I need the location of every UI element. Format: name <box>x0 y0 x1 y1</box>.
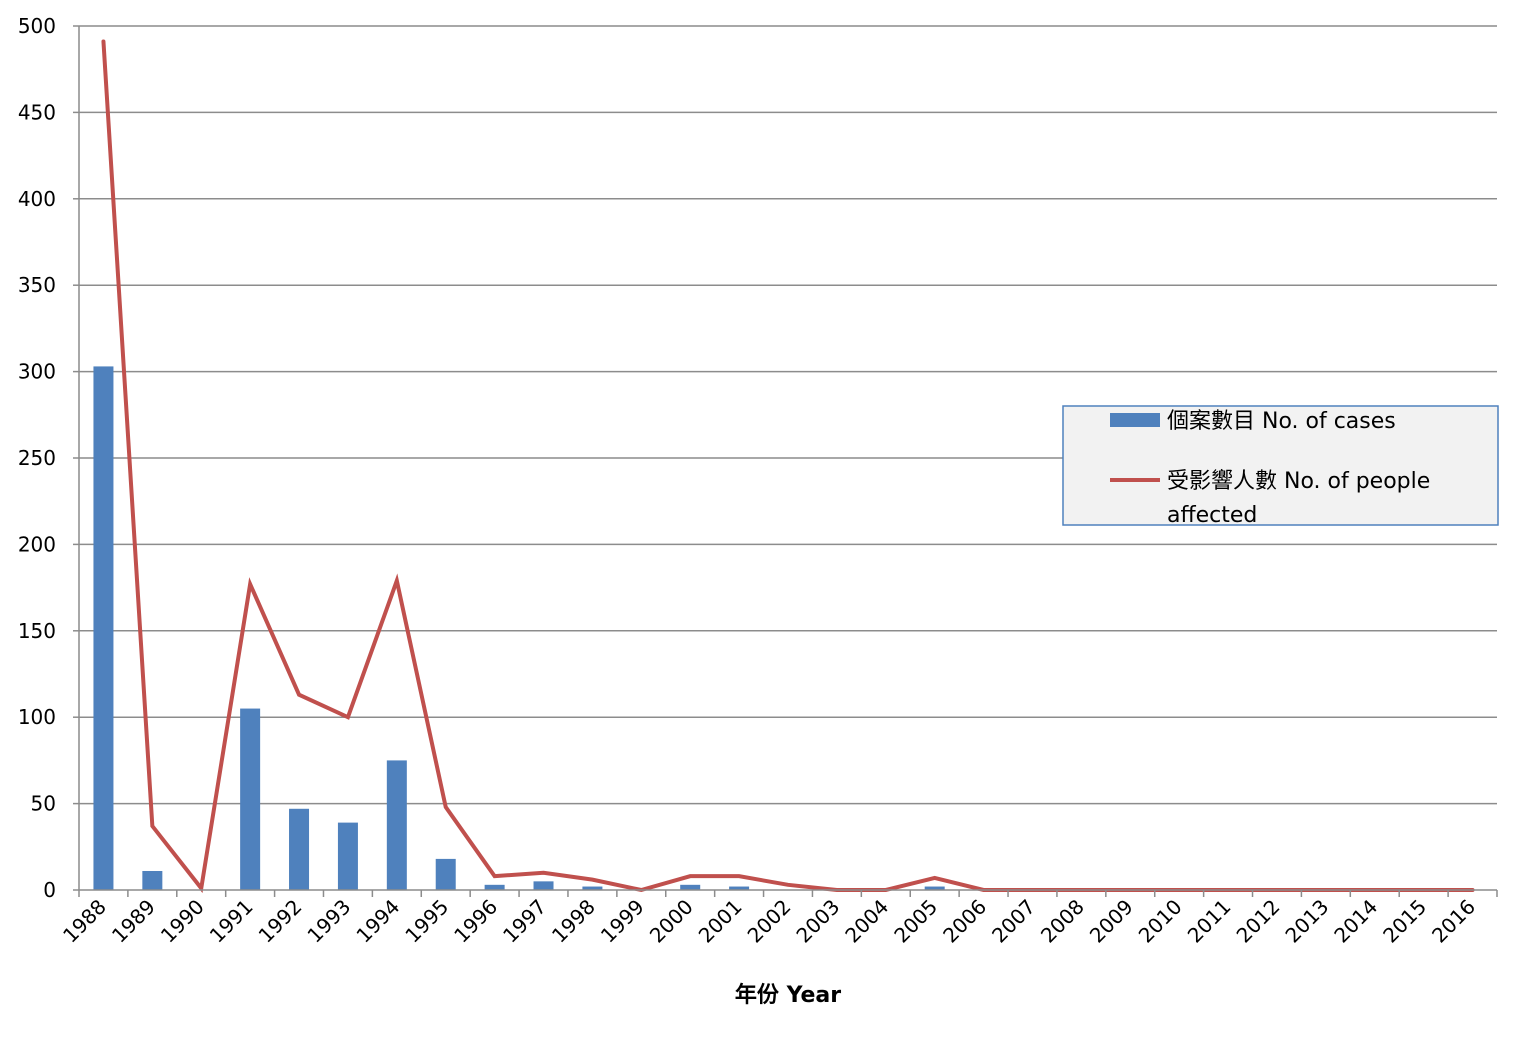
bar-1989 <box>142 870 163 890</box>
bar-2005 <box>924 886 945 890</box>
y-tick-label-250: 250 <box>18 446 56 470</box>
bar-1992 <box>289 808 310 890</box>
bar-series <box>93 366 945 890</box>
x-tick-label-2014: 2014 <box>1329 895 1382 948</box>
x-tick-label-2001: 2001 <box>694 895 747 948</box>
x-tick-label-1990: 1990 <box>156 895 209 948</box>
x-axis-ticks: 1988198919901991199219931994199519961997… <box>58 890 1498 948</box>
x-tick-label-1995: 1995 <box>400 895 453 948</box>
axes <box>78 26 1497 891</box>
bar-1994 <box>386 760 407 890</box>
y-tick-label-300: 300 <box>18 360 56 384</box>
x-tick-label-2013: 2013 <box>1280 895 1333 948</box>
y-tick-label-150: 150 <box>18 619 56 643</box>
y-tick-label-400: 400 <box>18 187 56 211</box>
point-2005 <box>934 877 936 879</box>
bar-1995 <box>435 858 456 890</box>
point-1993 <box>347 716 349 718</box>
point-1992 <box>298 694 300 696</box>
y-tick-label-50: 50 <box>31 792 56 816</box>
bar-1988 <box>93 366 114 890</box>
x-tick-label-2005: 2005 <box>889 895 942 948</box>
y-tick-label-0: 0 <box>43 878 56 902</box>
legend-label-affected: 受影響人數 No. of people <box>1167 469 1430 494</box>
x-tick-label-2002: 2002 <box>743 895 796 948</box>
bar-1991 <box>240 708 261 890</box>
x-tick-label-2008: 2008 <box>1036 895 1089 948</box>
point-1990 <box>200 887 202 889</box>
x-tick-label-1993: 1993 <box>302 895 355 948</box>
x-tick-label-2010: 2010 <box>1134 895 1187 948</box>
y-tick-label-350: 350 <box>18 273 56 297</box>
point-1995 <box>445 806 447 808</box>
x-tick-label-2011: 2011 <box>1183 895 1236 948</box>
x-tick-label-2000: 2000 <box>645 895 698 948</box>
y-tick-label-200: 200 <box>18 532 56 556</box>
point-1996 <box>494 875 496 877</box>
x-axis-title: 年份 Year <box>735 982 841 1008</box>
x-tick-label-1994: 1994 <box>351 895 404 948</box>
x-tick-label-2012: 2012 <box>1232 895 1285 948</box>
x-tick-label-2016: 2016 <box>1427 895 1480 948</box>
point-2002 <box>787 884 789 886</box>
y-tick-label-500: 500 <box>18 14 56 38</box>
x-tick-label-2004: 2004 <box>840 895 893 948</box>
y-tick-label-450: 450 <box>18 100 56 124</box>
legend-swatch-cases <box>1110 413 1160 427</box>
bar-1993 <box>337 822 358 890</box>
x-tick-label-2003: 2003 <box>791 895 844 948</box>
point-1998 <box>591 879 593 881</box>
x-tick-label-1992: 1992 <box>254 895 307 948</box>
legend-label-affected-line2: affected <box>1167 503 1257 528</box>
x-tick-label-1998: 1998 <box>547 895 600 948</box>
point-1997 <box>543 872 545 874</box>
x-tick-label-2009: 2009 <box>1085 895 1138 948</box>
point-2000 <box>689 875 691 877</box>
x-tick-label-1988: 1988 <box>58 895 111 948</box>
x-tick-label-1999: 1999 <box>596 895 649 948</box>
x-tick-label-2015: 2015 <box>1378 895 1431 948</box>
bar-1996 <box>484 884 505 890</box>
x-tick-label-1989: 1989 <box>107 895 160 948</box>
bar-1997 <box>533 881 554 890</box>
point-1991 <box>249 583 251 585</box>
point-1989 <box>151 825 153 827</box>
y-axis-ticks: 0 50 100 150 200 250 300 350 400 450 500 <box>18 14 79 902</box>
point-2001 <box>738 875 740 877</box>
gridlines <box>79 25 1497 805</box>
bar-2001 <box>729 886 750 890</box>
point-1988 <box>102 41 104 43</box>
bar-2000 <box>680 884 701 890</box>
bar-1998 <box>582 886 603 890</box>
y-tick-label-100: 100 <box>18 705 56 729</box>
legend-label-cases: 個案數目 No. of cases <box>1167 409 1396 434</box>
x-tick-label-1991: 1991 <box>205 895 258 948</box>
x-tick-label-2007: 2007 <box>987 895 1040 948</box>
x-tick-label-2006: 2006 <box>938 895 991 948</box>
legend: 個案數目 No. of cases 受影響人數 No. of people af… <box>1062 405 1499 528</box>
point-1994 <box>396 580 398 582</box>
x-tick-label-1997: 1997 <box>498 895 551 948</box>
x-tick-label-1996: 1996 <box>449 895 502 948</box>
